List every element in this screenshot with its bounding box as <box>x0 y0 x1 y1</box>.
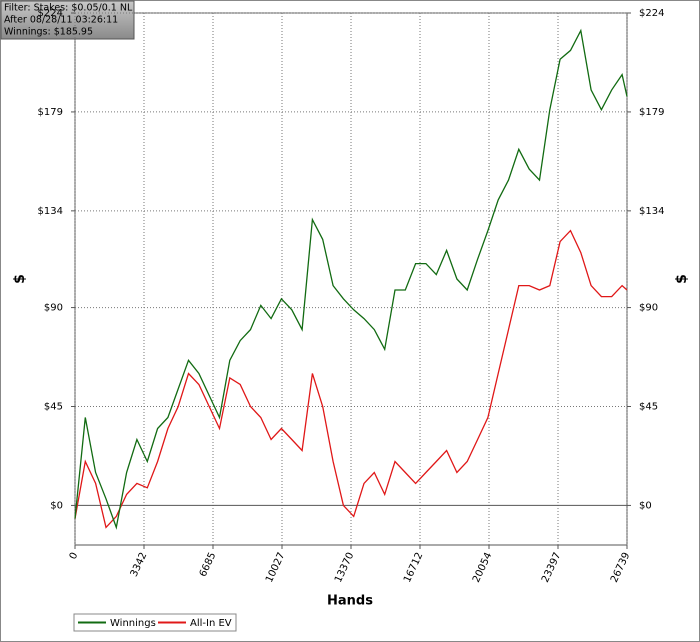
legend-label: Winnings <box>110 618 156 629</box>
y-tick-label: $90 <box>44 303 63 314</box>
y-tick-label: $0 <box>50 500 63 511</box>
y2-tick-label: $90 <box>639 303 658 314</box>
legend-label: All-In EV <box>190 618 232 629</box>
y-tick-label: $45 <box>44 402 63 413</box>
legend-box <box>73 613 237 632</box>
y2-tick-label: $179 <box>639 107 664 118</box>
y-tick-label: $224 <box>38 8 63 19</box>
y-tick-label: $179 <box>38 107 63 118</box>
filter-text: After 08/28/11 03:26:11 <box>4 15 118 26</box>
y2-tick-label: $224 <box>639 8 664 19</box>
y2-tick-label: $0 <box>639 500 652 511</box>
line-series <box>74 28 628 530</box>
y-tick-label: $134 <box>38 206 63 217</box>
y-axis-label: $ <box>12 274 28 284</box>
y2-tick-label: $45 <box>639 402 658 413</box>
filter-box: Filter: Stakes: $0.05/0.1 NL After 08/28… <box>0 0 135 40</box>
filter-text: Winnings: $185.95 <box>4 27 93 38</box>
filter-box-bg <box>0 0 135 40</box>
y2-tick-label: $134 <box>639 206 664 217</box>
x-tick-label: 0 <box>68 551 81 561</box>
filter-text: Filter: Stakes: $0.05/0.1 NL <box>4 3 133 14</box>
legend: Winnings All-In EV <box>73 613 237 632</box>
line-series <box>74 229 628 529</box>
y2-axis-label: $ <box>674 274 690 284</box>
plot-area <box>74 12 628 546</box>
x-axis-label: Hands <box>327 594 373 609</box>
